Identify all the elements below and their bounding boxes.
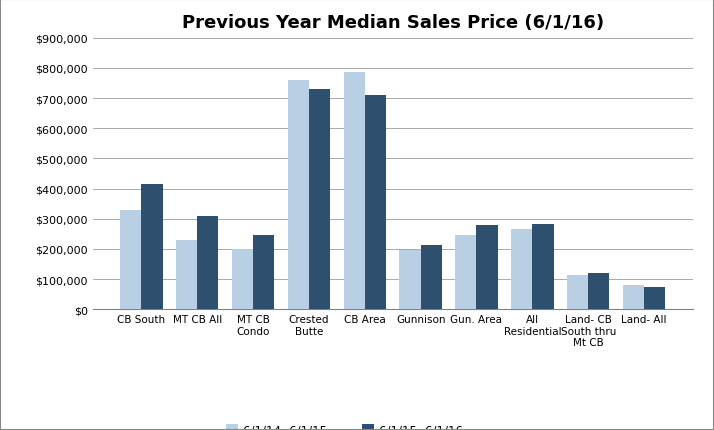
Bar xyxy=(399,250,421,310)
Bar xyxy=(253,235,274,310)
Bar xyxy=(644,287,665,310)
Legend: 6/1/14- 6/1/15, 6/1/15- 6/1/16: 6/1/14- 6/1/15, 6/1/15- 6/1/16 xyxy=(222,418,468,430)
Bar xyxy=(456,235,476,310)
Bar xyxy=(197,216,218,310)
Bar xyxy=(623,286,644,310)
Bar xyxy=(288,81,309,310)
Title: Previous Year Median Sales Price (6/1/16): Previous Year Median Sales Price (6/1/16… xyxy=(181,14,604,32)
Bar xyxy=(141,185,163,310)
Bar xyxy=(232,249,253,310)
Bar xyxy=(421,246,442,310)
Bar xyxy=(567,275,588,310)
Bar xyxy=(533,225,553,310)
Bar xyxy=(309,90,330,310)
Bar xyxy=(588,273,610,310)
Bar xyxy=(511,230,533,310)
Bar xyxy=(476,226,498,310)
Bar xyxy=(343,73,365,310)
Bar xyxy=(365,95,386,310)
Bar xyxy=(120,210,141,310)
Bar xyxy=(176,240,197,310)
